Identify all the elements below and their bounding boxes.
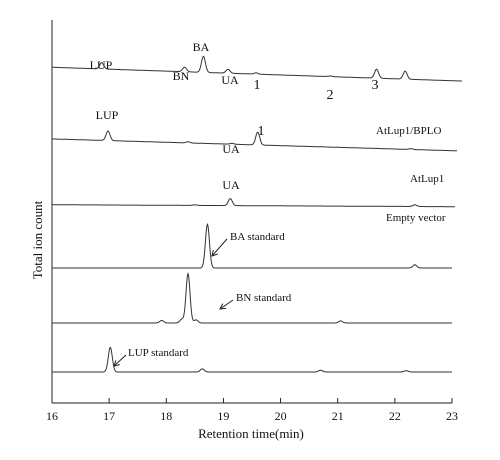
x-tick-label: 16 — [46, 409, 58, 423]
trace-label: LUP standard — [128, 347, 189, 359]
peak-label: 3 — [372, 78, 379, 93]
trace-label: AtLup1/BPLO — [376, 125, 441, 137]
trace-line — [52, 222, 452, 269]
peak-label: LUP — [90, 58, 113, 72]
annotation-arrow — [219, 299, 234, 310]
arrow-head — [113, 360, 120, 367]
axes: 16 17 18 19 20 21 22 23 — [46, 20, 458, 423]
trace-label: Empty vector — [386, 212, 446, 224]
x-tick-label: 17 — [103, 409, 115, 423]
annotation-arrow — [113, 354, 127, 367]
x-tick-label: 22 — [389, 409, 401, 423]
traces — [52, 55, 463, 373]
x-tick-label: 21 — [332, 409, 344, 423]
peak-label: UA — [222, 178, 240, 192]
arrow-head — [219, 303, 227, 310]
peak-label: BN — [173, 69, 190, 83]
x-tick-label: 20 — [275, 409, 287, 423]
x-tick-label: 19 — [217, 409, 229, 423]
y-axis-title: Total ion count — [30, 200, 45, 279]
peak-label: UA — [222, 142, 240, 156]
trace-line — [52, 55, 463, 82]
peak-label: UA — [221, 73, 239, 87]
peak-label: 2 — [327, 88, 334, 103]
trace-label: BA standard — [230, 231, 285, 243]
peak-label: LUP — [96, 108, 119, 122]
annotation-arrow — [211, 238, 228, 257]
arrow-head — [211, 249, 218, 257]
trace-label: AtLup1 — [410, 173, 444, 185]
trace-line — [52, 198, 455, 208]
x-tick-label: 18 — [160, 409, 172, 423]
trace-label: BN standard — [236, 292, 292, 304]
peak-label: BA — [193, 40, 210, 54]
trace-line — [52, 272, 452, 324]
x-axis-title: Retention time(min) — [198, 426, 304, 441]
peak-label: 1 — [254, 78, 261, 93]
peak-label: 1 — [258, 124, 265, 139]
x-tick-label: 23 — [446, 409, 458, 423]
trace-line — [52, 130, 457, 152]
annotations: LUP BN BA UA 1 2 3 AtLup1/BPLO LUP UA 1 AtLup1 UA Emp… — [90, 40, 446, 367]
trace-line — [52, 346, 452, 373]
